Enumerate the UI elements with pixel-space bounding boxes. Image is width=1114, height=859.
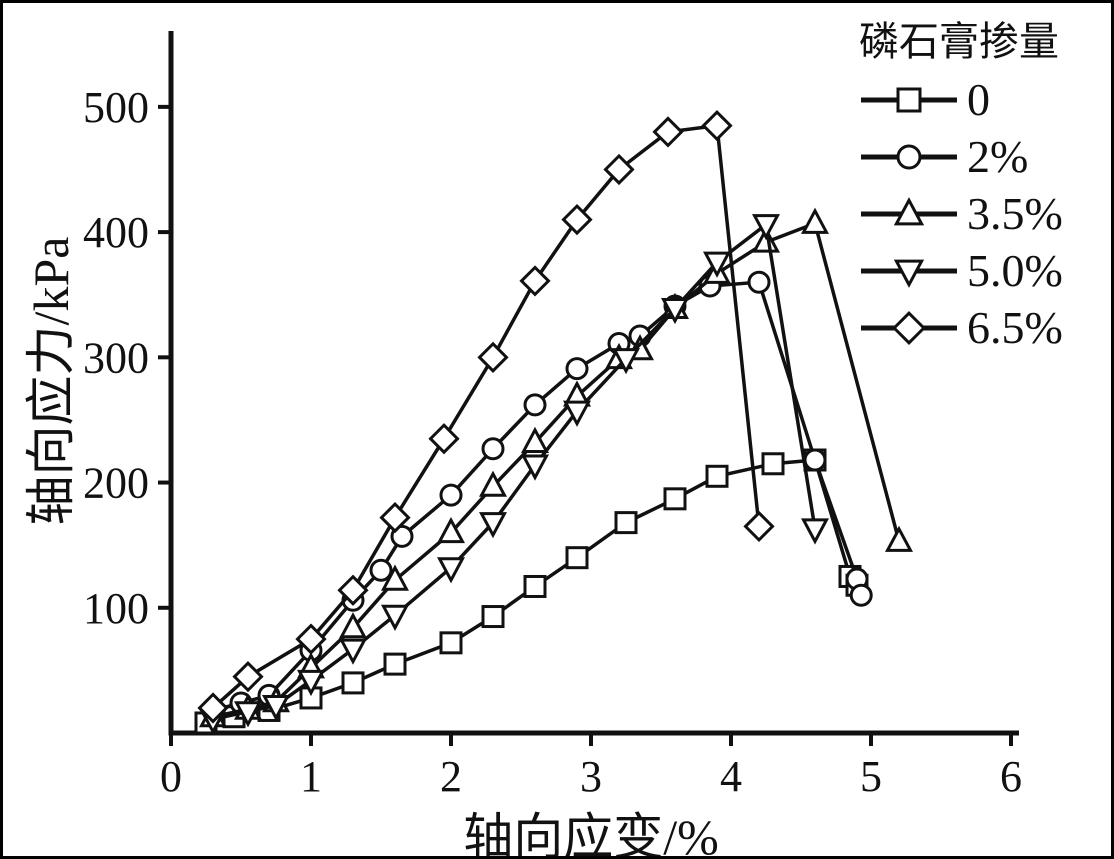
triangle-down-marker [233, 701, 263, 728]
triangle-down-marker [296, 669, 326, 697]
triangle-up-marker [380, 564, 410, 591]
triangle-down-marker [520, 454, 550, 481]
triangle-up-marker [478, 470, 508, 497]
circle-marker [747, 270, 771, 294]
legend-rows: 0 2% 3.5% 5.0% 6.5% [859, 71, 1063, 356]
triangle-up-marker [800, 207, 830, 234]
x-tick-label: 0 [160, 752, 182, 801]
triangle-down-marker [562, 400, 592, 427]
x-tick-label: 3 [580, 752, 602, 801]
triangle-up-marker [520, 426, 550, 453]
circle-marker [565, 357, 589, 381]
y-tick-label: 400 [83, 208, 149, 257]
triangle-down-marker [660, 297, 690, 325]
circle-marker [523, 393, 547, 417]
diamond-marker [652, 116, 684, 148]
square-marker [341, 671, 365, 695]
square-marker [761, 452, 785, 476]
triangle-down-marker [800, 518, 830, 545]
x-tick-label: 5 [860, 752, 882, 801]
x-axis-title: 轴向应变/% [463, 809, 719, 859]
legend-label: 2% [967, 131, 1029, 182]
diamond-marker [561, 203, 593, 236]
plot-area: 0 1 2 3 4 5 6 100 200 300 400 500 [83, 31, 1022, 801]
legend-label: 6.5% [967, 302, 1063, 353]
series-6.5% [197, 110, 775, 724]
triangle-up-marker [884, 525, 914, 552]
triangle-down-marker [702, 251, 732, 278]
y-axis-title: 轴向应力/kPa [23, 236, 79, 526]
y-tick-label: 200 [83, 459, 149, 508]
diamond-legend-icon [861, 310, 957, 345]
diamond-marker [379, 501, 411, 534]
triangle-down-marker [611, 348, 641, 375]
y-tick-label: 300 [83, 333, 149, 382]
triangle-down-legend-icon [861, 259, 957, 288]
diamond-marker [428, 423, 460, 455]
y-tick-label: 100 [83, 584, 149, 633]
square-marker [439, 631, 463, 655]
square-marker [705, 464, 729, 488]
legend-label: 5.0% [967, 245, 1063, 296]
square-marker [481, 605, 505, 629]
x-tick-label: 4 [720, 752, 742, 801]
diamond-marker [337, 574, 369, 606]
legend-item-3.5%: 3.5% [859, 185, 1063, 242]
square-marker [663, 487, 687, 511]
triangle-up-marker [751, 226, 781, 253]
circle-marker [369, 558, 393, 582]
diamond-marker [477, 341, 509, 373]
x-tick-label: 2 [440, 752, 462, 801]
triangle-up-marker [338, 612, 368, 639]
diamond-marker [295, 623, 327, 655]
triangle-down-marker [261, 694, 291, 722]
circle-marker [390, 524, 414, 548]
square-marker [614, 511, 638, 535]
square-marker [523, 574, 547, 598]
circle-marker [803, 448, 827, 472]
triangle-down-marker [893, 259, 925, 288]
y-tick-label: 500 [83, 83, 149, 132]
x-tick-label: 1 [300, 752, 322, 801]
triangle-down-marker [380, 604, 410, 631]
legend-item-0: 0 [859, 71, 1063, 128]
diamond-marker [519, 265, 551, 297]
diamond-marker [603, 153, 635, 186]
triangle-up-legend-icon [861, 196, 957, 225]
legend: 磷石膏掺量 0 2% 3.5% 5.0% 6.5% [859, 9, 1063, 356]
diamond-marker [892, 310, 926, 345]
legend-item-2%: 2% [859, 128, 1063, 185]
triangle-up-marker [893, 196, 925, 225]
circle-legend-icon [861, 144, 957, 169]
square-legend-icon [861, 87, 957, 112]
legend-title: 磷石膏掺量 [859, 19, 1059, 64]
square-marker [565, 546, 589, 570]
circle-marker [849, 583, 873, 607]
legend-item-5.0%: 5.0% [859, 242, 1063, 299]
diamond-marker [701, 110, 733, 142]
diamond-marker [743, 510, 775, 542]
circle-marker [439, 483, 463, 507]
legend-label: 3.5% [967, 188, 1063, 239]
square-marker [383, 652, 407, 676]
circle-marker [896, 144, 922, 169]
x-tick-label: 6 [1000, 752, 1022, 801]
legend-item-6.5%: 6.5% [859, 299, 1063, 356]
triangle-down-marker [478, 512, 508, 539]
series-2% [201, 270, 873, 722]
diamond-marker [197, 692, 229, 724]
triangle-down-marker [436, 557, 466, 584]
triangle-down-marker [338, 638, 368, 665]
circle-marker [481, 437, 505, 461]
triangle-down-marker [751, 214, 781, 241]
legend-label: 0 [967, 74, 990, 125]
square-marker [896, 87, 922, 112]
triangle-up-marker [436, 516, 466, 544]
diamond-marker [232, 661, 264, 693]
